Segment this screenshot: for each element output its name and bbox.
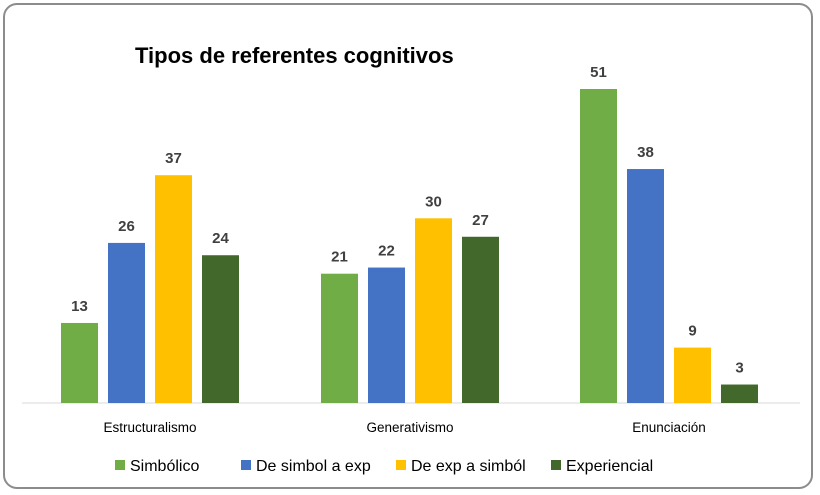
bar <box>674 347 711 403</box>
bar <box>155 175 192 403</box>
legend-label: De simbol a exp <box>256 458 371 475</box>
legend-swatch <box>241 460 251 470</box>
category-label: Enunciación <box>632 420 706 435</box>
legend-swatch <box>551 460 561 470</box>
chart-title: Tipos de referentes cognitivos <box>135 43 454 68</box>
bar <box>627 169 664 403</box>
bar <box>580 89 617 403</box>
legend-item: Experiencial <box>551 458 653 475</box>
category-label: Estructuralismo <box>103 420 196 435</box>
legend-label: Experiencial <box>566 458 653 475</box>
data-label: 21 <box>331 249 348 266</box>
data-label: 24 <box>212 230 229 247</box>
legend-swatch <box>115 460 125 470</box>
legend-swatch <box>396 460 406 470</box>
data-label: 27 <box>472 212 489 229</box>
legend-item: De simbol a exp <box>241 458 371 475</box>
data-label: 38 <box>637 144 654 161</box>
bar <box>202 255 239 403</box>
data-label: 22 <box>378 243 395 260</box>
bar <box>108 242 145 403</box>
bar <box>321 273 358 403</box>
data-label: 13 <box>71 298 88 315</box>
data-label: 9 <box>688 323 696 340</box>
bar <box>721 384 758 403</box>
data-label: 30 <box>425 193 442 210</box>
bar <box>462 236 499 403</box>
data-label: 37 <box>165 150 182 167</box>
data-label: 51 <box>590 64 607 81</box>
legend-item: Simbólico <box>115 458 199 475</box>
data-label: 3 <box>735 360 743 377</box>
bar <box>368 267 405 403</box>
bar <box>61 322 98 403</box>
legend-item: De exp a simból <box>396 458 526 475</box>
legend-label: De exp a simból <box>411 458 526 475</box>
category-label: Generativismo <box>366 420 453 435</box>
bar <box>415 218 452 403</box>
data-label: 26 <box>118 218 135 235</box>
legend-label: Simbólico <box>130 458 199 475</box>
